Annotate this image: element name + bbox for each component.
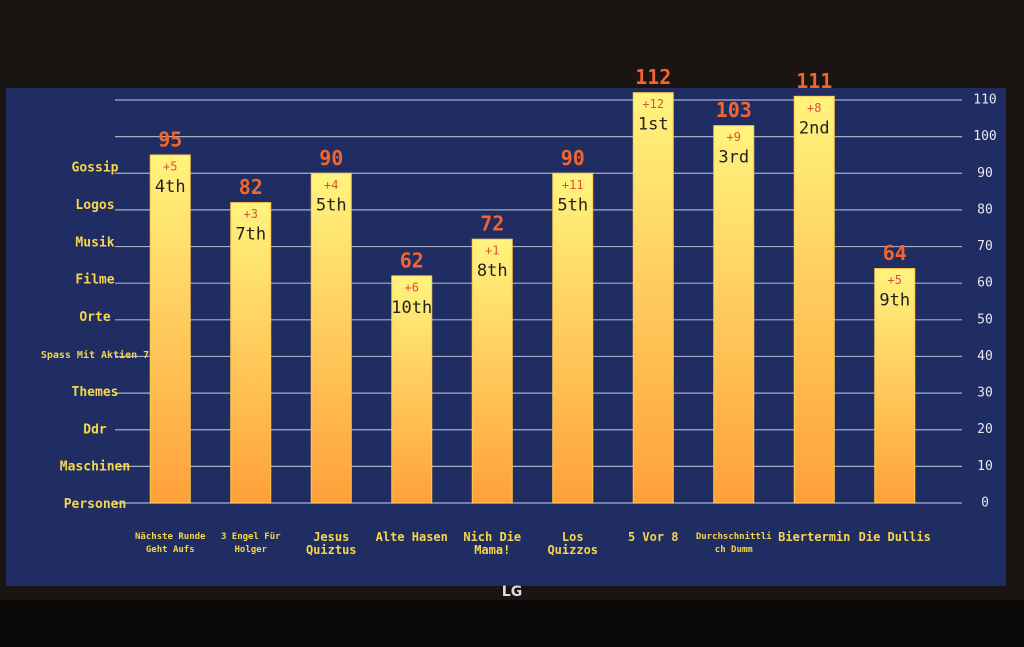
x-tick-label: 3 Engel Für Holger xyxy=(220,532,281,555)
round-label: Orte xyxy=(79,310,110,325)
y-tick-label: 100 xyxy=(973,129,996,144)
gain-label: +1 xyxy=(485,244,499,258)
y-tick-label: 110 xyxy=(973,93,996,108)
rank-label: 10th xyxy=(391,298,432,318)
value-label: 111 xyxy=(796,69,832,93)
rank-label: 8th xyxy=(477,261,508,281)
y-tick-label: 20 xyxy=(977,422,993,437)
y-tick-label: 10 xyxy=(977,459,993,474)
round-label: Filme xyxy=(75,273,114,288)
x-tick-label: Jesus Quiztus xyxy=(305,530,357,557)
value-label: 112 xyxy=(635,65,671,89)
gain-label: +3 xyxy=(244,207,258,221)
y-tick-label: 60 xyxy=(977,276,993,291)
round-label: Logos xyxy=(75,198,114,213)
bar xyxy=(230,202,272,504)
y-tick-label: 50 xyxy=(977,312,993,327)
y-tick-label: 30 xyxy=(977,386,993,401)
bar xyxy=(874,268,916,504)
rank-label: 1st xyxy=(638,115,669,135)
bar xyxy=(552,172,594,504)
gain-label: +9 xyxy=(727,130,741,144)
bar xyxy=(632,92,674,504)
rank-label: 5th xyxy=(557,195,588,215)
round-label: Personen xyxy=(64,497,127,512)
y-tick-label: 70 xyxy=(977,239,993,254)
bar xyxy=(793,95,835,504)
x-tick-label: Nächste Runde Geht Aufs xyxy=(135,532,206,555)
bar xyxy=(471,238,513,504)
y-tick-label: 80 xyxy=(977,202,993,217)
round-label: Maschinen xyxy=(60,460,130,475)
x-tick-label: Durchschnittlich Dumm xyxy=(695,532,772,555)
value-label: 90 xyxy=(561,146,585,170)
bezel-bottom xyxy=(0,600,1024,647)
gain-label: +5 xyxy=(163,159,177,173)
rank-label: 2nd xyxy=(799,118,830,138)
rank-label: 3rd xyxy=(718,148,749,168)
rank-label: 7th xyxy=(235,225,266,245)
value-label: 62 xyxy=(400,248,424,272)
rank-label: 9th xyxy=(879,291,910,311)
round-label: Ddr xyxy=(83,422,107,437)
value-label: 95 xyxy=(158,127,182,151)
round-label: Musik xyxy=(75,235,114,250)
round-label: Gossip xyxy=(72,161,119,176)
value-label: 103 xyxy=(716,98,752,122)
gain-label: +6 xyxy=(405,280,419,294)
x-tick-label: 5 Vor 8 xyxy=(627,530,679,544)
x-tick-label: Die Dullis xyxy=(858,530,931,544)
value-label: 90 xyxy=(319,146,343,170)
gain-label: +8 xyxy=(807,101,821,115)
gain-label: +12 xyxy=(642,97,664,111)
x-tick-label: Biertermin xyxy=(778,530,851,544)
value-label: 82 xyxy=(239,175,263,199)
rank-label: 4th xyxy=(155,177,186,197)
value-label: 64 xyxy=(883,241,907,265)
y-tick-label: 90 xyxy=(977,166,993,181)
x-tick-label: Los Quizzos xyxy=(547,530,599,557)
bar xyxy=(391,275,433,504)
value-label: 72 xyxy=(480,212,504,236)
rank-label: 5th xyxy=(316,195,347,215)
gain-label: +5 xyxy=(888,273,902,287)
x-tick-label: Nich Die Mama! xyxy=(463,530,522,557)
brand-logo: LG xyxy=(502,584,522,600)
round-label: Themes xyxy=(72,385,119,400)
x-tick-label: Alte Hasen xyxy=(375,530,448,544)
round-label: Spass Mit Aktien 7 xyxy=(41,349,149,361)
bar xyxy=(310,172,352,504)
gain-label: +4 xyxy=(324,178,338,192)
bar xyxy=(149,154,191,504)
gain-label: +11 xyxy=(562,178,584,192)
bar xyxy=(713,125,755,504)
y-tick-label: 0 xyxy=(981,496,989,511)
y-tick-label: 40 xyxy=(977,349,993,364)
